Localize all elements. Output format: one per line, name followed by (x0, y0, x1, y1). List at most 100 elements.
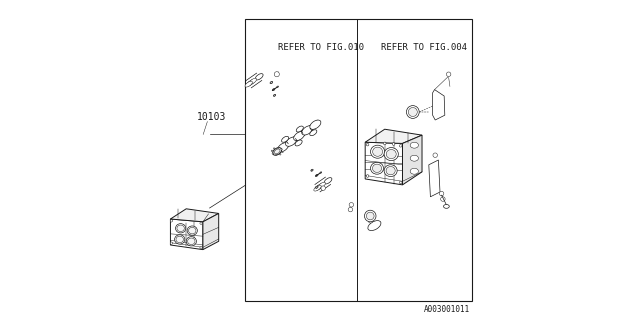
Ellipse shape (410, 168, 419, 174)
Ellipse shape (274, 95, 275, 96)
Ellipse shape (187, 226, 197, 235)
Ellipse shape (249, 78, 257, 84)
Circle shape (275, 72, 280, 77)
Ellipse shape (282, 136, 289, 142)
Circle shape (433, 153, 438, 157)
Ellipse shape (277, 86, 278, 87)
Ellipse shape (444, 204, 449, 208)
Circle shape (366, 175, 369, 177)
Ellipse shape (316, 186, 318, 188)
Ellipse shape (246, 80, 253, 86)
Circle shape (369, 212, 374, 217)
Ellipse shape (189, 227, 196, 234)
Circle shape (399, 145, 402, 147)
Circle shape (367, 212, 374, 220)
Circle shape (406, 106, 419, 118)
Ellipse shape (324, 178, 332, 184)
Ellipse shape (278, 143, 289, 152)
Ellipse shape (368, 220, 381, 231)
Ellipse shape (275, 149, 280, 154)
Ellipse shape (316, 183, 324, 189)
Polygon shape (429, 160, 440, 197)
Polygon shape (365, 129, 422, 143)
Ellipse shape (273, 89, 275, 91)
Ellipse shape (177, 225, 184, 232)
Circle shape (440, 197, 445, 201)
Ellipse shape (188, 238, 195, 244)
Circle shape (281, 149, 282, 150)
Ellipse shape (296, 126, 303, 132)
Ellipse shape (371, 145, 385, 158)
Circle shape (365, 210, 376, 222)
Text: REFER TO FIG.004: REFER TO FIG.004 (381, 43, 467, 52)
Ellipse shape (316, 186, 318, 188)
Ellipse shape (384, 165, 397, 177)
Ellipse shape (316, 174, 318, 176)
Circle shape (368, 219, 372, 223)
Circle shape (447, 72, 451, 76)
Ellipse shape (314, 185, 321, 191)
Bar (245, 19, 472, 301)
Circle shape (383, 142, 386, 145)
Circle shape (366, 143, 369, 146)
Ellipse shape (270, 82, 273, 84)
Ellipse shape (310, 120, 321, 129)
Ellipse shape (255, 74, 263, 80)
Circle shape (276, 154, 277, 156)
Circle shape (271, 150, 273, 151)
Circle shape (200, 247, 202, 249)
Circle shape (170, 220, 173, 222)
Ellipse shape (270, 82, 273, 84)
Ellipse shape (294, 131, 305, 141)
Polygon shape (403, 135, 422, 185)
Circle shape (440, 191, 444, 196)
Circle shape (408, 108, 417, 116)
Polygon shape (170, 219, 203, 250)
Ellipse shape (175, 235, 185, 244)
Ellipse shape (318, 182, 325, 188)
Text: REFER TO FIG.010: REFER TO FIG.010 (278, 43, 364, 52)
Ellipse shape (273, 94, 276, 96)
Ellipse shape (372, 164, 381, 172)
Circle shape (170, 242, 173, 244)
Polygon shape (365, 142, 403, 185)
Circle shape (272, 153, 273, 154)
Ellipse shape (371, 162, 383, 174)
Ellipse shape (245, 81, 252, 87)
Text: A003001011: A003001011 (424, 305, 470, 314)
Ellipse shape (410, 142, 419, 148)
Polygon shape (170, 209, 219, 222)
Ellipse shape (386, 166, 395, 175)
Ellipse shape (315, 184, 323, 190)
Polygon shape (433, 90, 445, 120)
Ellipse shape (248, 79, 255, 85)
Ellipse shape (295, 140, 302, 146)
Ellipse shape (372, 147, 383, 156)
Circle shape (282, 151, 283, 153)
Circle shape (321, 186, 326, 190)
Circle shape (200, 222, 202, 224)
Circle shape (273, 148, 275, 149)
Text: ·: · (278, 70, 279, 74)
Ellipse shape (384, 148, 398, 161)
Circle shape (349, 203, 354, 207)
Ellipse shape (273, 148, 282, 155)
Ellipse shape (410, 155, 419, 161)
Ellipse shape (310, 130, 317, 136)
Circle shape (392, 143, 395, 145)
Ellipse shape (175, 224, 186, 233)
Text: 10103: 10103 (197, 112, 226, 122)
Ellipse shape (387, 149, 396, 159)
Ellipse shape (311, 169, 313, 171)
Polygon shape (203, 213, 219, 250)
Circle shape (278, 147, 279, 148)
Ellipse shape (320, 172, 322, 173)
Circle shape (280, 154, 281, 155)
Ellipse shape (301, 126, 313, 135)
Ellipse shape (186, 236, 196, 246)
Ellipse shape (311, 170, 313, 171)
Circle shape (348, 207, 353, 212)
Circle shape (399, 181, 402, 184)
Ellipse shape (176, 236, 184, 243)
Ellipse shape (285, 137, 297, 146)
